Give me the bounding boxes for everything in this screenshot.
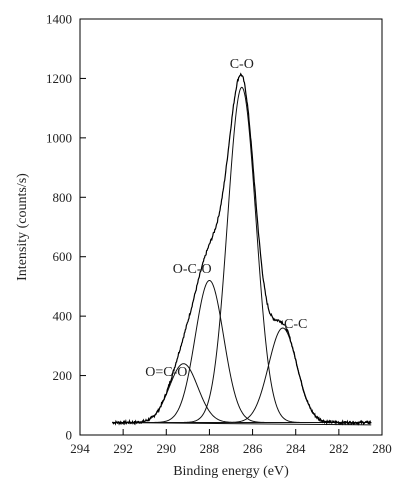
x-tick-label: 282 bbox=[329, 441, 349, 456]
y-tick-label: 800 bbox=[53, 190, 73, 205]
x-tick-label: 286 bbox=[243, 441, 263, 456]
x-tick-label: 284 bbox=[286, 441, 306, 456]
background-line bbox=[112, 422, 372, 426]
x-tick-label: 292 bbox=[113, 441, 133, 456]
annotation-layer: C-O O-C-O C-C O=C-O bbox=[145, 57, 307, 380]
y-tick-label: 1000 bbox=[46, 130, 72, 145]
x-tick-label: 288 bbox=[200, 441, 220, 456]
x-tick-label: 280 bbox=[372, 441, 392, 456]
plot-area bbox=[79, 18, 383, 436]
envelope-curve bbox=[112, 72, 372, 426]
peak-label-o-c-o: O-C-O bbox=[173, 262, 212, 277]
y-tick-label: 1400 bbox=[46, 12, 72, 27]
y-axis-title: Intensity (counts/s) bbox=[15, 173, 30, 281]
peak-label-c-o: C-O bbox=[230, 57, 254, 72]
y-tick-label: 0 bbox=[66, 428, 73, 443]
peak-label-c-c: C-C bbox=[284, 317, 307, 332]
envelope-layer bbox=[112, 72, 372, 426]
y-tick-label: 200 bbox=[53, 368, 73, 383]
peak-curve-o-c-o bbox=[112, 280, 372, 424]
plot-frame bbox=[79, 18, 383, 436]
x-axis-title: Binding energy (eV) bbox=[173, 464, 289, 479]
y-tick-label: 400 bbox=[53, 309, 73, 324]
x-tick-label: 290 bbox=[157, 441, 177, 456]
axes-layer: 294 292 290 288 286 284 282 280 0 200 400 600 800 100… bbox=[46, 12, 392, 457]
y-tick-label: 1200 bbox=[46, 71, 72, 86]
y-tick-label: 600 bbox=[53, 249, 73, 264]
x-tick-label: 294 bbox=[70, 441, 90, 456]
peak-label-o-c-o: O=C-O bbox=[145, 365, 187, 380]
